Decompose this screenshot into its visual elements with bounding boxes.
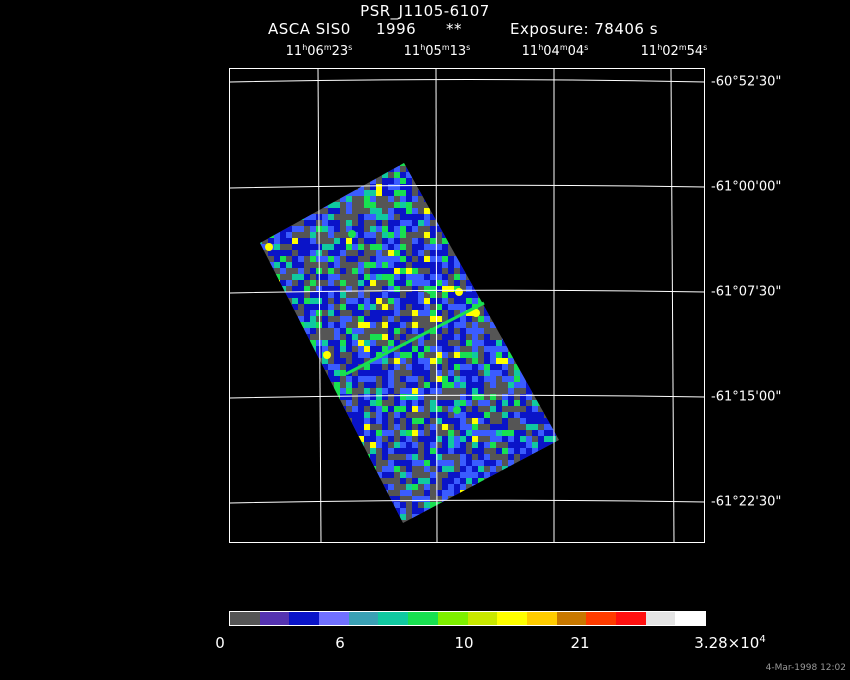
colorbar-swatch [319,612,349,625]
colorbar-swatch [408,612,438,625]
ra-tick-label: 11h06m23s [285,43,353,59]
coordinate-grid [229,68,706,544]
timestamp: 4-Mar-1998 12:02 [765,663,846,673]
colorbar-max-label: 3.28×104 [694,634,766,652]
object-title: PSR_J1105-6107 [360,2,490,20]
colorbar-swatch [675,612,705,625]
dec-tick-label: -61°15'00" [711,389,782,405]
year-label: 1996 [376,20,417,38]
colorbar-swatch [645,612,676,625]
colorbar-swatch [378,612,409,625]
colorbar-swatch [526,612,557,625]
dec-tick-label: -61°22'30" [711,494,782,510]
instrument-label: ASCA SIS0 [268,20,351,38]
image-frame [229,68,705,543]
colorbar-swatch [586,612,616,625]
colorbar-swatch [230,612,260,625]
ra-tick-label: 11h02m54s [640,43,708,59]
stars-label: ** [446,20,462,38]
colorbar-label: 10 [454,634,474,652]
color-scale-bar [229,611,706,626]
colorbar-swatch [348,612,379,625]
ccd-boundary-streak [345,301,485,376]
exposure-label: Exposure: 78406 s [510,20,659,38]
dec-tick-label: -61°00'00" [711,179,782,195]
colorbar-swatch [259,612,290,625]
colorbar-label: 21 [570,634,590,652]
colorbar-label: 6 [335,634,345,652]
colorbar-swatch [556,612,587,625]
dec-tick-label: -61°07'30" [711,284,782,300]
ra-tick-label: 11h04m04s [521,43,589,59]
colorbar-swatch [615,612,646,625]
ra-tick-label: 11h05m13s [403,43,471,59]
colorbar-swatch [497,612,527,625]
colorbar-label: 0 [215,634,225,652]
colorbar-swatch [467,612,498,625]
colorbar-swatch [437,612,468,625]
colorbar-swatch [289,612,320,625]
dec-tick-label: -60°52'30" [711,74,782,90]
